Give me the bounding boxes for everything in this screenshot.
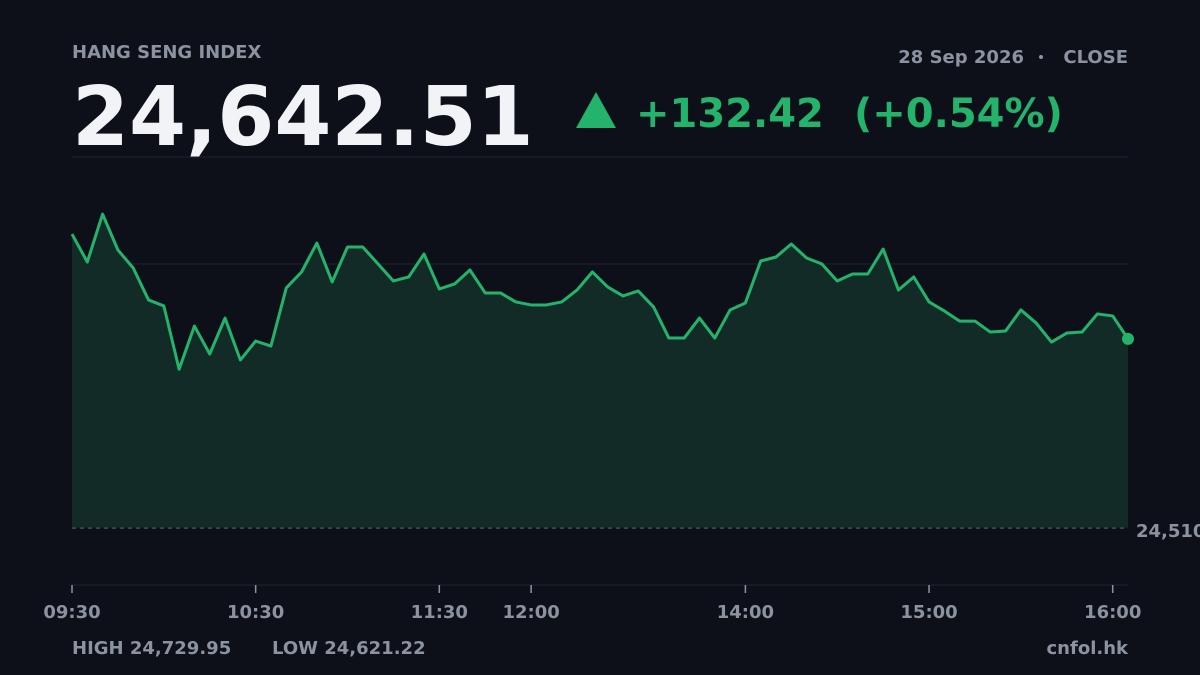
up-arrow (576, 92, 616, 128)
high: HIGH 24,729.95 (72, 638, 231, 659)
x-tick-label: 11:30 (411, 602, 468, 623)
x-tick-label: 14:00 (717, 602, 774, 623)
x-tick-label: 12:00 (502, 602, 559, 623)
session: CLOSE (1063, 47, 1128, 68)
baseline-label: 24,510 (1136, 521, 1200, 542)
last-price: 24,642.51 (72, 70, 534, 165)
change: +132.42 (636, 91, 824, 137)
x-tick-label: 15:00 (900, 602, 957, 623)
line (70, 212, 1130, 371)
x-tick-label: 09:30 (43, 602, 100, 623)
chart-title: HANG SENG INDEX (72, 42, 261, 63)
low: LOW 24,621.22 (272, 638, 426, 659)
source: cnfol.hk (1047, 638, 1130, 659)
last-point (1122, 332, 1134, 345)
change-percent: (+0.54%) (854, 91, 1063, 137)
date: 28 Sep 2026 (898, 47, 1024, 68)
separator-dot (1039, 55, 1043, 59)
x-tick-label: 16:00 (1084, 602, 1141, 623)
area (72, 214, 1128, 528)
x-tick-label: 10:30 (227, 602, 284, 623)
